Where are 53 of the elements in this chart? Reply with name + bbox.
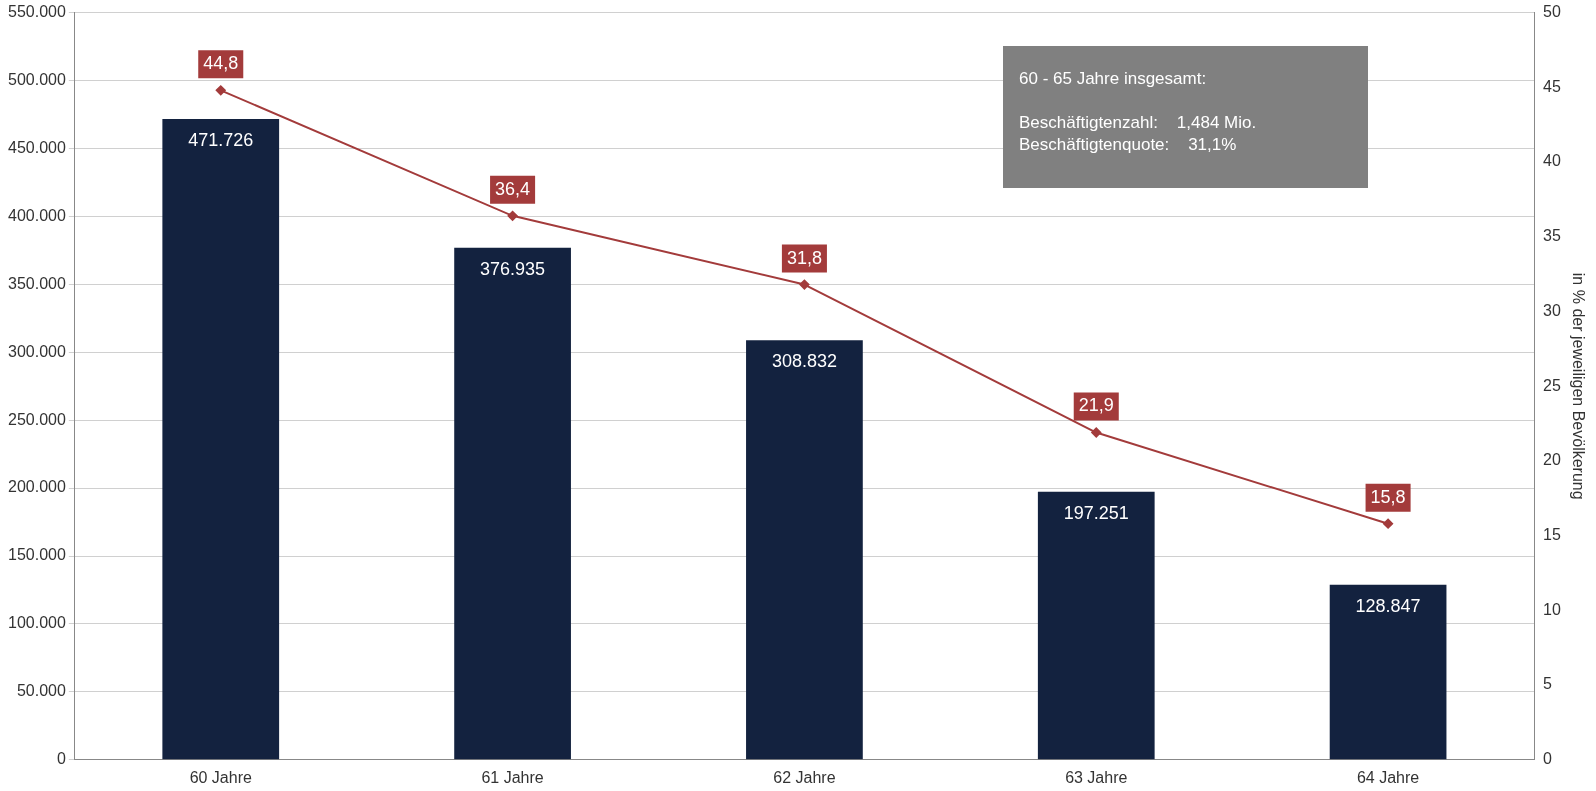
y-tick-label: 200.000 — [7, 478, 66, 496]
bar — [1037, 491, 1155, 760]
annotation: 60 - 65 Jahre insgesamt: — [1019, 68, 1208, 90]
bar — [454, 247, 571, 760]
annotation: Beschäftigtenquote: 31,1% — [1019, 134, 1238, 156]
y2-tick-label: 35 — [1543, 227, 1561, 245]
y2-tick-label: 15 — [1543, 526, 1561, 544]
y-tick-label: 350.000 — [7, 274, 66, 292]
y-tick-label: 400.000 — [7, 206, 66, 224]
point — [1383, 518, 1394, 529]
bar — [162, 118, 280, 760]
y-tick-label: 250.000 — [7, 410, 66, 428]
y2-tick-label: 0 — [1543, 750, 1552, 768]
data-label: 471.726 — [188, 129, 254, 150]
bar — [746, 340, 863, 760]
x-tick-label: 60 Jahre — [189, 768, 252, 786]
point — [507, 210, 518, 221]
data-label: 21,9 — [1078, 395, 1114, 416]
x-tick-label: 64 Jahre — [1356, 768, 1420, 786]
y2-tick-label: 40 — [1543, 152, 1561, 170]
data-label: 308.832 — [771, 351, 837, 372]
y-tick-label: 300.000 — [7, 342, 66, 360]
y-tick-label: 100.000 — [7, 614, 66, 632]
data-label: 15,8 — [1370, 486, 1406, 507]
point — [215, 85, 226, 96]
y2-axis-title: in % der jeweiligen Bevölkerung — [1569, 272, 1587, 500]
y-tick-label: 150.000 — [7, 546, 66, 564]
y-tick-label: 50.000 — [16, 682, 66, 700]
note-box: 60 - 65 Jahre insgesamt: Beschäftigtenzahl: 1,484 Mio. Beschäftigtenquote: 31,1% — [1003, 46, 1368, 188]
y2-tick-label: 30 — [1543, 301, 1561, 319]
x-tick-label: 63 Jahre — [1065, 768, 1128, 786]
y2-tick-label: 20 — [1543, 451, 1561, 469]
data-label: 36,4 — [495, 178, 531, 199]
bar — [1329, 584, 1447, 760]
data-label: 128.847 — [1355, 595, 1421, 616]
y2-tick-label: 25 — [1543, 376, 1561, 394]
data-label: 376.935 — [480, 258, 546, 279]
y2-tick-label: 45 — [1543, 77, 1561, 95]
x-tick-label: 61 Jahre — [481, 768, 544, 786]
data-label: 31,8 — [786, 247, 822, 268]
x-tick-label: 62 Jahre — [773, 768, 836, 786]
y-tick-label: 450.000 — [7, 138, 66, 156]
annotation: Beschäftigtenzahl: 1,484 Mio. — [1019, 112, 1258, 134]
y-tick-label: 500.000 — [7, 70, 66, 88]
data-label: 44,8 — [203, 53, 239, 74]
data-label: 197.251 — [1063, 502, 1129, 523]
y2-tick-label: 50 — [1543, 3, 1561, 21]
y-tick-label: 550.000 — [7, 3, 66, 21]
y2-tick-label: 5 — [1543, 675, 1552, 693]
point — [799, 279, 810, 290]
point — [1091, 427, 1102, 438]
y2-tick-label: 10 — [1543, 600, 1561, 618]
y-tick-label: 0 — [56, 750, 66, 768]
